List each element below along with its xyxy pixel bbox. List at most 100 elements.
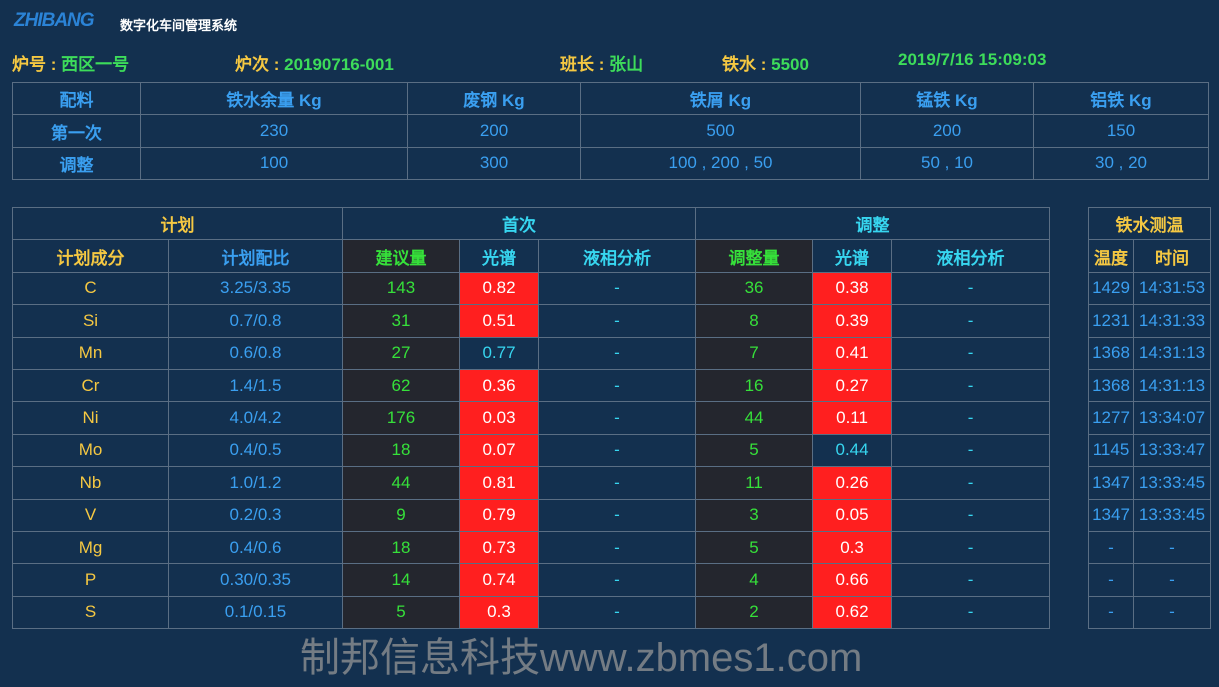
liquid-analysis-adjust: - [891, 336, 1051, 370]
table-row: 第一次 230 200 500 200 150 [12, 114, 1209, 148]
table-row: Mo 0.4/0.5 18 0.07-5 0.44- [12, 433, 1051, 468]
col-header: 调整量 [695, 239, 814, 273]
adjust-amount: 16 [695, 368, 814, 403]
col-header: 铁水余量 Kg [140, 81, 408, 116]
element: P [12, 563, 169, 597]
col-header: 计划配比 [168, 239, 343, 273]
heat-label: 炉次 [235, 55, 269, 74]
time-value: 14:31:33 [1133, 304, 1211, 338]
element: C [12, 271, 169, 306]
table-row: Mg 0.4/0.6 18 0.73-5 0.3- [12, 530, 1051, 565]
liquid-analysis-first: - [537, 498, 697, 532]
adjust-amount: 3 [695, 498, 814, 532]
table-row: 1231 14:31:33 [1088, 304, 1211, 338]
time-value: 13:33:45 [1133, 498, 1211, 532]
spectrum-adjust: 0.44 [812, 433, 893, 468]
table-row: 1368 14:31:13 [1088, 336, 1211, 370]
element: Mg [12, 530, 169, 565]
spectrum-adjust: 0.05 [812, 498, 893, 532]
cell: 150 [1033, 114, 1209, 148]
spectrum-adjust: 0.62 [812, 595, 893, 630]
group-header-plan: 计划 [12, 206, 343, 241]
liquid-analysis-first: - [537, 271, 697, 306]
temperature-value: 1368 [1088, 336, 1134, 370]
time-value: - [1133, 595, 1211, 630]
batch-table: 配料 铁水余量 Kg 废钢 Kg 铁屑 Kg 锰铁 Kg 铝铁 Kg 第一次 230 200 50… [12, 81, 1209, 181]
time-value: 14:31:53 [1133, 271, 1211, 306]
leader-info: 班长 : 张山 [560, 55, 644, 74]
spectrum-first: 0.74 [459, 563, 539, 597]
plan-ratio: 0.1/0.15 [168, 595, 343, 630]
plan-ratio: 3.25/3.35 [168, 271, 343, 306]
time-value: 14:31:13 [1133, 368, 1211, 403]
liquid-analysis-adjust: - [891, 466, 1051, 500]
spectrum-adjust: 0.11 [812, 401, 893, 435]
time-value: 13:34:07 [1133, 401, 1211, 435]
plan-ratio: 0.7/0.8 [168, 304, 343, 338]
spectrum-adjust: 0.39 [812, 304, 893, 338]
row-label: 调整 [12, 146, 141, 181]
spectrum-adjust: 0.26 [812, 466, 893, 500]
cell: 50 , 10 [860, 146, 1034, 181]
time-value: 13:33:45 [1133, 466, 1211, 500]
leader-label: 班长 [560, 55, 594, 74]
furnace-value: 西区一号 [61, 55, 130, 74]
temperature-title: 铁水测温 [1088, 206, 1211, 241]
heat-info: 炉次 : 20190716-001 [235, 55, 394, 74]
temperature-value: 1429 [1088, 271, 1134, 306]
element: V [12, 498, 169, 532]
col-header: 光谱 [812, 239, 893, 273]
liquid-analysis-adjust: - [891, 498, 1051, 532]
spectrum-first: 0.3 [459, 595, 539, 630]
liquid-analysis-first: - [537, 595, 697, 630]
temperature-value: 1277 [1088, 401, 1134, 435]
table-row: -- [1088, 595, 1211, 630]
datetime: 2019/7/16 15:09:03 [898, 50, 1047, 69]
suggested-amount: 18 [342, 530, 460, 565]
spectrum-first: 0.77 [459, 336, 539, 370]
col-header: 液相分析 [537, 239, 697, 273]
temperature-value: - [1088, 563, 1134, 597]
watermark: 制邦信息科技www.zbmes1.com [300, 636, 863, 680]
liquid-analysis-first: - [537, 530, 697, 565]
table-row: P 0.30/0.35 14 0.74-4 0.66- [12, 563, 1051, 597]
element: Mo [12, 433, 169, 468]
table-row: V 0.2/0.3 9 0.79-3 0.05- [12, 498, 1051, 532]
table-row: Ni 4.0/4.2 176 0.03-44 0.11- [12, 401, 1051, 435]
table-row: 1429 14:31:53 [1088, 271, 1211, 306]
table-row: 1347 13:33:45 [1088, 498, 1211, 532]
suggested-amount: 27 [342, 336, 460, 370]
col-header: 建议量 [342, 239, 460, 273]
plan-ratio: 1.4/1.5 [168, 368, 343, 403]
col-header: 铝铁 Kg [1033, 81, 1209, 116]
col-header: 废钢 Kg [407, 81, 581, 116]
plan-ratio: 0.2/0.3 [168, 498, 343, 532]
liquid-analysis-adjust: - [891, 304, 1051, 338]
temperature-value: - [1088, 595, 1134, 630]
row-label: 第一次 [12, 114, 141, 148]
liquid-analysis-first: - [537, 401, 697, 435]
spectrum-adjust: 0.41 [812, 336, 893, 370]
spectrum-first: 0.82 [459, 271, 539, 306]
cell: 300 [407, 146, 581, 181]
col-header: 液相分析 [891, 239, 1051, 273]
suggested-amount: 143 [342, 271, 460, 306]
plan-ratio: 4.0/4.2 [168, 401, 343, 435]
cell: 30 , 20 [1033, 146, 1209, 181]
iron-label: 铁水 [722, 55, 756, 74]
suggested-amount: 9 [342, 498, 460, 532]
suggested-amount: 31 [342, 304, 460, 338]
temperature-table: 铁水测温 温度 时间 1429 14:31:53 1231 14:31:33 1368 1… [1088, 206, 1211, 630]
liquid-analysis-adjust: - [891, 368, 1051, 403]
spectrum-first: 0.51 [459, 304, 539, 338]
adjust-amount: 2 [695, 595, 814, 630]
adjust-amount: 5 [695, 530, 814, 565]
liquid-analysis-adjust: - [891, 595, 1051, 630]
adjust-amount: 8 [695, 304, 814, 338]
table-row: Cr 1.4/1.5 62 0.36-16 0.27- [12, 368, 1051, 403]
time-value: 14:31:13 [1133, 336, 1211, 370]
cell: 500 [580, 114, 861, 148]
adjust-amount: 36 [695, 271, 814, 306]
spectrum-first: 0.73 [459, 530, 539, 565]
liquid-analysis-adjust: - [891, 563, 1051, 597]
